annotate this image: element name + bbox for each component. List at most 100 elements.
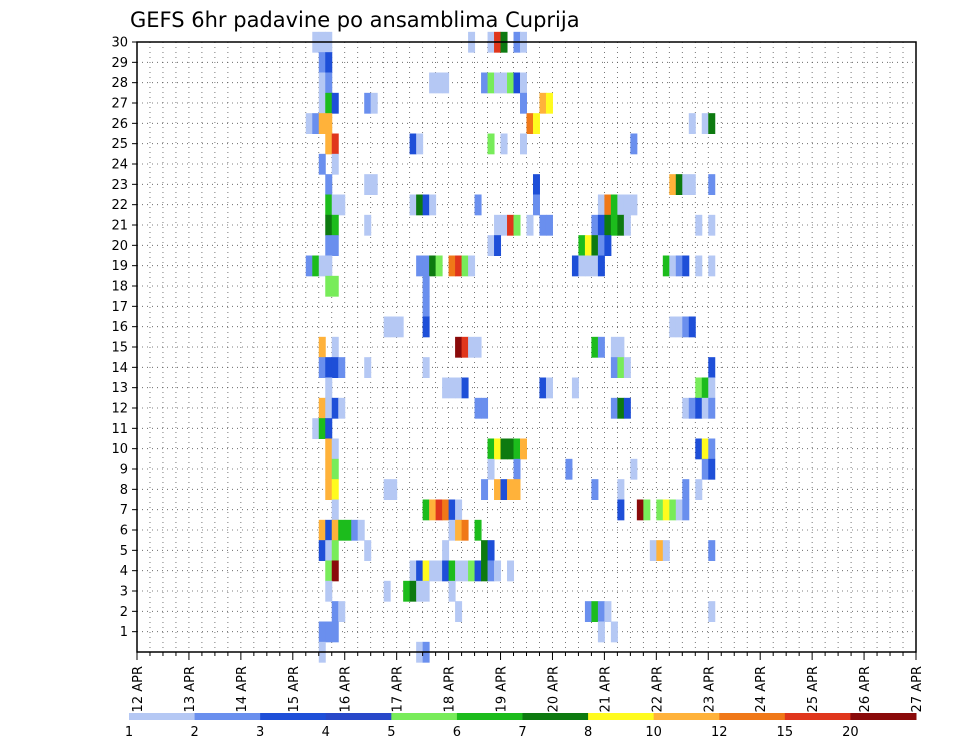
heatmap-cell (604, 194, 612, 216)
heatmap-cell (416, 194, 424, 216)
heatmap-cell (630, 194, 638, 216)
heatmap-cell (630, 133, 638, 155)
heatmap-cell (416, 133, 424, 155)
heatmap-cell (383, 479, 391, 500)
heatmap-cell (364, 174, 372, 195)
heatmap-cell (513, 458, 521, 480)
chart-title: GEFS 6hr padavine po ansamblima Cuprija (130, 8, 580, 32)
legend-swatch (456, 713, 523, 720)
heatmap-cell (325, 174, 333, 195)
heatmap-cell (331, 194, 339, 216)
y-tick-label: 27 (111, 97, 128, 112)
heatmap-cell (429, 72, 437, 94)
heatmap-cell (370, 174, 378, 195)
heatmap-cell (708, 540, 716, 561)
heatmap-cell (448, 499, 456, 521)
heatmap-cell (597, 601, 605, 622)
heatmap-cell (331, 397, 339, 419)
heatmap-cell (604, 235, 612, 256)
heatmap-cell (409, 580, 417, 602)
heatmap-cell (455, 601, 463, 622)
heatmap-cell (695, 479, 703, 500)
y-tick-label: 3 (120, 585, 128, 600)
heatmap-cell (455, 499, 463, 521)
heatmap-cell (571, 377, 579, 399)
heatmap-cell (331, 214, 339, 236)
heatmap-cell (305, 113, 313, 134)
legend-label: 8 (584, 725, 592, 740)
heatmap-cell (695, 255, 703, 277)
heatmap-cell (584, 601, 592, 622)
heatmap-cell (539, 377, 547, 399)
heatmap-cell (364, 357, 372, 378)
y-tick-label: 18 (111, 280, 128, 295)
heatmap-cell (695, 214, 703, 236)
heatmap-cell (390, 479, 398, 500)
heatmap-cell (338, 194, 346, 216)
heatmap-cell (331, 133, 339, 155)
heatmap-cell (448, 580, 456, 602)
legend-label: 12 (711, 725, 728, 740)
legend-swatch (522, 713, 589, 720)
heatmap-cell (708, 357, 716, 378)
heatmap-cell (481, 560, 489, 582)
x-tick-label: 12 APR (131, 666, 146, 712)
heatmap-cell (643, 499, 651, 521)
heatmap-cell (649, 540, 657, 561)
heatmap-cell (610, 336, 618, 358)
x-tick-label: 25 APR (806, 666, 821, 712)
legend-swatch (194, 713, 261, 720)
heatmap-cell (682, 499, 690, 521)
heatmap-cell (474, 560, 482, 582)
heatmap-cell (422, 296, 430, 317)
heatmap-cell (383, 580, 391, 602)
heatmap-cell (409, 133, 417, 155)
heatmap-cell (325, 92, 333, 114)
heatmap-cell (662, 540, 670, 561)
heatmap-cell (318, 397, 326, 419)
heatmap-cell (597, 255, 605, 277)
heatmap-cell (513, 438, 521, 460)
heatmap-cell (584, 255, 592, 277)
heatmap-cell (487, 235, 495, 256)
heatmap-cell (487, 438, 495, 460)
heatmap-cell (435, 560, 443, 582)
heatmap-cell (604, 601, 612, 622)
x-tick-label: 15 APR (287, 666, 302, 712)
heatmap-cell (597, 336, 605, 358)
heatmap-cell (481, 72, 489, 94)
legend-label: 7 (518, 725, 526, 740)
heatmap-cell (422, 357, 430, 378)
heatmap-cell (500, 72, 508, 94)
grid-lines (137, 42, 916, 652)
heatmap-cell (487, 72, 495, 94)
heatmap-cell (364, 540, 372, 561)
heatmap-cell (325, 133, 333, 155)
heatmap-cell (455, 560, 463, 582)
y-tick-label: 13 (111, 381, 128, 396)
heatmap-cell (610, 194, 618, 216)
heatmap-cell (305, 255, 313, 277)
heatmap-cell (708, 458, 716, 480)
y-axis: 1234567891011121314151617181920212223242… (111, 36, 137, 640)
legend-swatch (588, 713, 655, 720)
x-tick-label: 19 APR (495, 666, 510, 712)
y-tick-label: 29 (111, 56, 128, 71)
y-tick-label: 12 (111, 402, 128, 417)
y-tick-label: 14 (111, 361, 128, 376)
heatmap-cell (708, 438, 716, 460)
y-tick-label: 15 (111, 341, 128, 356)
heatmap-cell (442, 72, 450, 94)
y-tick-label: 26 (111, 117, 128, 132)
heatmap-cell (422, 580, 430, 602)
heatmap-cell (416, 255, 424, 277)
heatmap-cell (610, 357, 618, 378)
x-tick-label: 27 APR (910, 666, 925, 712)
heatmap-cell (584, 235, 592, 256)
heatmap-cell (487, 458, 495, 480)
heatmap-cell (487, 133, 495, 155)
heatmap-cell (390, 316, 398, 338)
heatmap-cell (630, 458, 638, 480)
heatmap-cell (688, 316, 696, 338)
heatmap-cell (487, 540, 495, 561)
